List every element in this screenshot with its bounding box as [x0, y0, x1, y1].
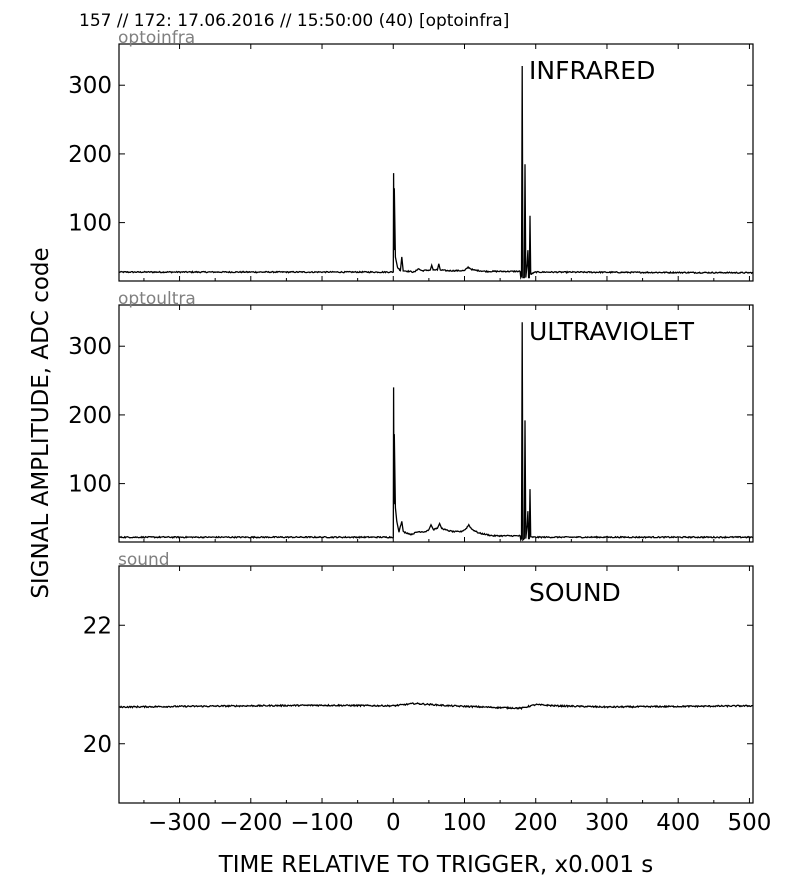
- sound-ytick-label: 20: [83, 732, 112, 758]
- xtick-label: −100: [290, 810, 353, 836]
- infrared-plot-frame: [118, 43, 754, 282]
- ultraviolet-plot-frame: [118, 304, 754, 543]
- x-axis-label: TIME RELATIVE TO TRIGGER, x0.001 s: [218, 852, 654, 878]
- xtick-label: 500: [727, 810, 771, 836]
- infrared-panel: optoinfra INFRARED 100 200 300: [68, 28, 754, 282]
- ultraviolet-ytick-label: 100: [68, 472, 112, 498]
- sound-signal-line: [119, 702, 753, 711]
- figure-header: 157 // 172: 17.06.2016 // 15:50:00 (40) …: [79, 11, 509, 31]
- infrared-ytick-label: 100: [68, 211, 112, 237]
- xtick-label: −300: [148, 810, 211, 836]
- ultraviolet-ytick-label: 300: [68, 334, 112, 360]
- xtick-label: 0: [386, 810, 401, 836]
- xtick-label: 200: [514, 810, 558, 836]
- ultraviolet-title: ULTRAVIOLET: [529, 317, 695, 346]
- sound-plot-frame: [118, 565, 754, 804]
- infrared-ytick-label: 300: [68, 73, 112, 99]
- ultraviolet-channel-label: optoultra: [118, 289, 196, 309]
- y-axis-label: SIGNAL AMPLITUDE, ADC code: [28, 247, 54, 598]
- sound-ytick-label: 22: [83, 613, 112, 639]
- ultraviolet-ytick-label: 200: [68, 403, 112, 429]
- infrared-ytick-label: 200: [68, 142, 112, 168]
- infrared-title: INFRARED: [529, 56, 655, 85]
- xtick-label: 100: [443, 810, 487, 836]
- xtick-label: −200: [219, 810, 282, 836]
- ultraviolet-signal-line: [119, 322, 753, 542]
- xtick-label: 400: [656, 810, 700, 836]
- infrared-channel-label: optoinfra: [118, 28, 195, 48]
- sound-channel-label: sound: [118, 550, 170, 570]
- sound-title: SOUND: [529, 578, 621, 607]
- ultraviolet-panel: optoultra ULTRAVIOLET 100 200 300: [68, 289, 754, 543]
- infrared-signal-line: [119, 65, 753, 280]
- xtick-label: 300: [585, 810, 629, 836]
- sound-panel: sound SOUND 20 22 −300 −200 −100 0 100 200 300 400 5…: [83, 550, 772, 836]
